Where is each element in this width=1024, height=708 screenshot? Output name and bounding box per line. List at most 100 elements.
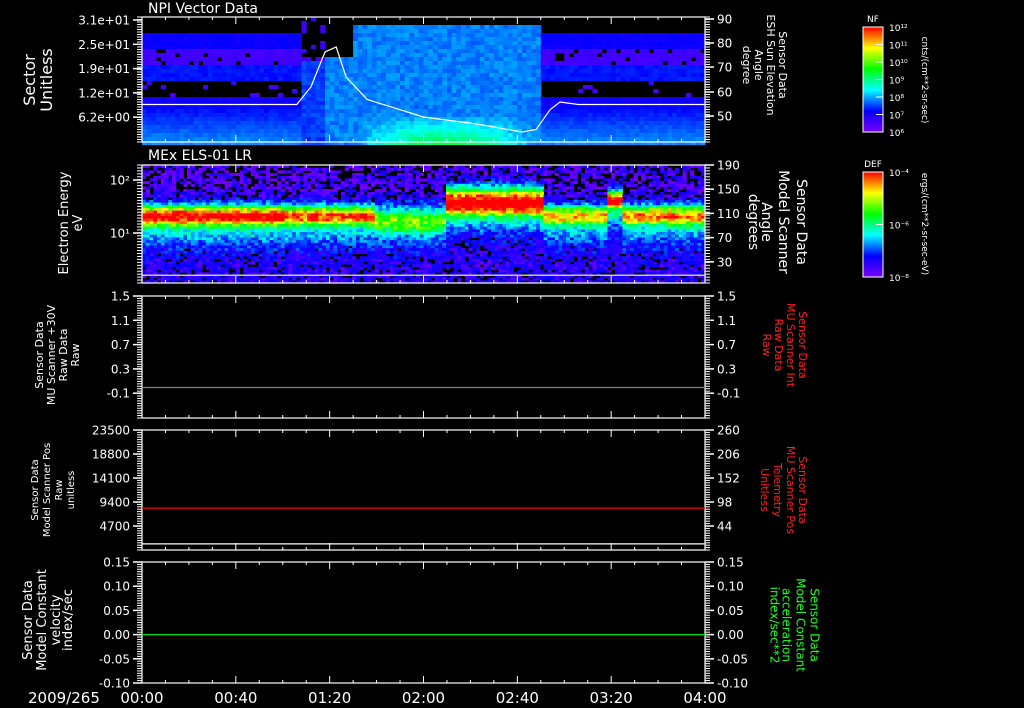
heatmap-cell <box>681 117 687 121</box>
heatmap-cell <box>213 237 218 241</box>
heatmap-cell <box>475 53 481 57</box>
heatmap-cell <box>249 109 255 113</box>
heatmap-cell <box>168 264 173 268</box>
heatmap-cell <box>299 272 304 276</box>
heatmap-cell <box>353 113 359 117</box>
heatmap-cell <box>203 73 209 77</box>
heatmap-cell <box>205 173 210 177</box>
heatmap-cell <box>325 175 331 179</box>
heatmap-cell <box>247 277 252 281</box>
heatmap-cell <box>428 49 434 53</box>
heatmap-cell <box>292 141 298 145</box>
heatmap-cell <box>587 69 593 73</box>
heatmap-cell <box>310 207 316 211</box>
heatmap-cell <box>190 240 195 244</box>
heatmap-cell <box>265 205 271 209</box>
heatmap-cell <box>568 77 574 81</box>
heatmap-cell <box>357 73 363 77</box>
heatmap-cell <box>315 137 321 141</box>
heatmap-cell <box>228 224 233 228</box>
heatmap-cell <box>212 141 218 145</box>
heatmap-cell <box>203 49 209 53</box>
heatmap-cell <box>164 272 169 276</box>
heatmap-cell <box>224 205 229 209</box>
heatmap-cell <box>250 210 255 214</box>
heatmap-cell <box>149 256 154 260</box>
heatmap-cell <box>414 117 420 121</box>
heatmap-cell <box>325 264 331 268</box>
heatmap-cell <box>578 33 584 37</box>
heatmap-cell <box>414 105 420 109</box>
heatmap-cell <box>307 173 312 177</box>
heatmap-cell <box>202 216 207 220</box>
heatmap-cell <box>615 101 621 105</box>
heatmap-cell <box>184 65 190 69</box>
heatmap-cell <box>489 57 495 61</box>
heatmap-cell <box>451 33 457 37</box>
heatmap-cell <box>268 33 274 37</box>
heatmap-cell <box>371 125 377 129</box>
heatmap-cell <box>493 69 499 73</box>
heatmap-cell <box>280 213 286 217</box>
heatmap-cell <box>164 250 169 254</box>
heatmap-cell <box>301 69 307 73</box>
heatmap-cell <box>213 232 218 236</box>
heatmap-cell <box>184 53 190 57</box>
heatmap-cell <box>175 216 180 220</box>
heatmap-cell <box>265 216 271 220</box>
heatmap-cell <box>249 141 255 145</box>
heatmap-cell <box>145 170 150 174</box>
heatmap-cell <box>160 133 166 137</box>
heatmap-cell <box>322 224 327 228</box>
heatmap-cell <box>142 41 148 45</box>
heatmap-cell <box>318 218 323 222</box>
heatmap-cell <box>601 141 607 145</box>
heatmap-cell <box>648 129 654 133</box>
heatmap-cell <box>205 261 210 265</box>
heatmap-cell <box>371 81 377 85</box>
heatmap-cell <box>209 264 214 268</box>
heatmap-cell <box>456 65 462 69</box>
spectrogram-layer <box>142 17 706 284</box>
heatmap-cell <box>157 226 162 230</box>
heatmap-cell <box>243 210 248 214</box>
heatmap-cell <box>203 65 209 69</box>
heatmap-cell <box>367 101 373 105</box>
heatmap-cell <box>470 113 476 117</box>
heatmap-cell <box>690 73 696 77</box>
heatmap-cell <box>357 129 363 133</box>
heatmap-cell <box>249 45 255 49</box>
heatmap-cell <box>414 121 420 125</box>
heatmap-cell <box>400 61 406 65</box>
heatmap-cell <box>400 97 406 101</box>
heatmap-cell <box>489 129 495 133</box>
heatmap-cell <box>145 207 150 211</box>
heatmap-cell <box>212 61 218 65</box>
heatmap-cell <box>568 129 574 133</box>
heatmap-cell <box>269 256 274 260</box>
heatmap-cell <box>672 133 678 137</box>
heatmap-cell <box>149 264 154 268</box>
heatmap-cell <box>409 105 415 109</box>
heatmap-cell <box>254 221 259 225</box>
heatmap-cell <box>258 242 263 246</box>
heatmap-cell <box>146 105 152 109</box>
heatmap-cell <box>220 250 225 254</box>
heatmap-cell <box>217 141 223 145</box>
heatmap-cell <box>232 237 237 241</box>
heatmap-cell <box>522 33 528 37</box>
heatmap-cell <box>629 125 635 129</box>
heatmap-cell <box>190 178 195 182</box>
heatmap-cell <box>160 199 165 203</box>
heatmap-cell <box>615 133 621 137</box>
heatmap-cell <box>634 141 640 145</box>
heatmap-cell <box>292 173 297 177</box>
heatmap-cell <box>249 69 255 73</box>
heatmap-cell <box>672 125 678 129</box>
heatmap-cell <box>559 41 565 45</box>
heatmap-cell <box>254 33 260 37</box>
heatmap-cell <box>235 213 240 217</box>
heatmap-cell <box>142 197 147 201</box>
heatmap-cell <box>503 29 509 33</box>
heatmap-cell <box>240 53 246 57</box>
